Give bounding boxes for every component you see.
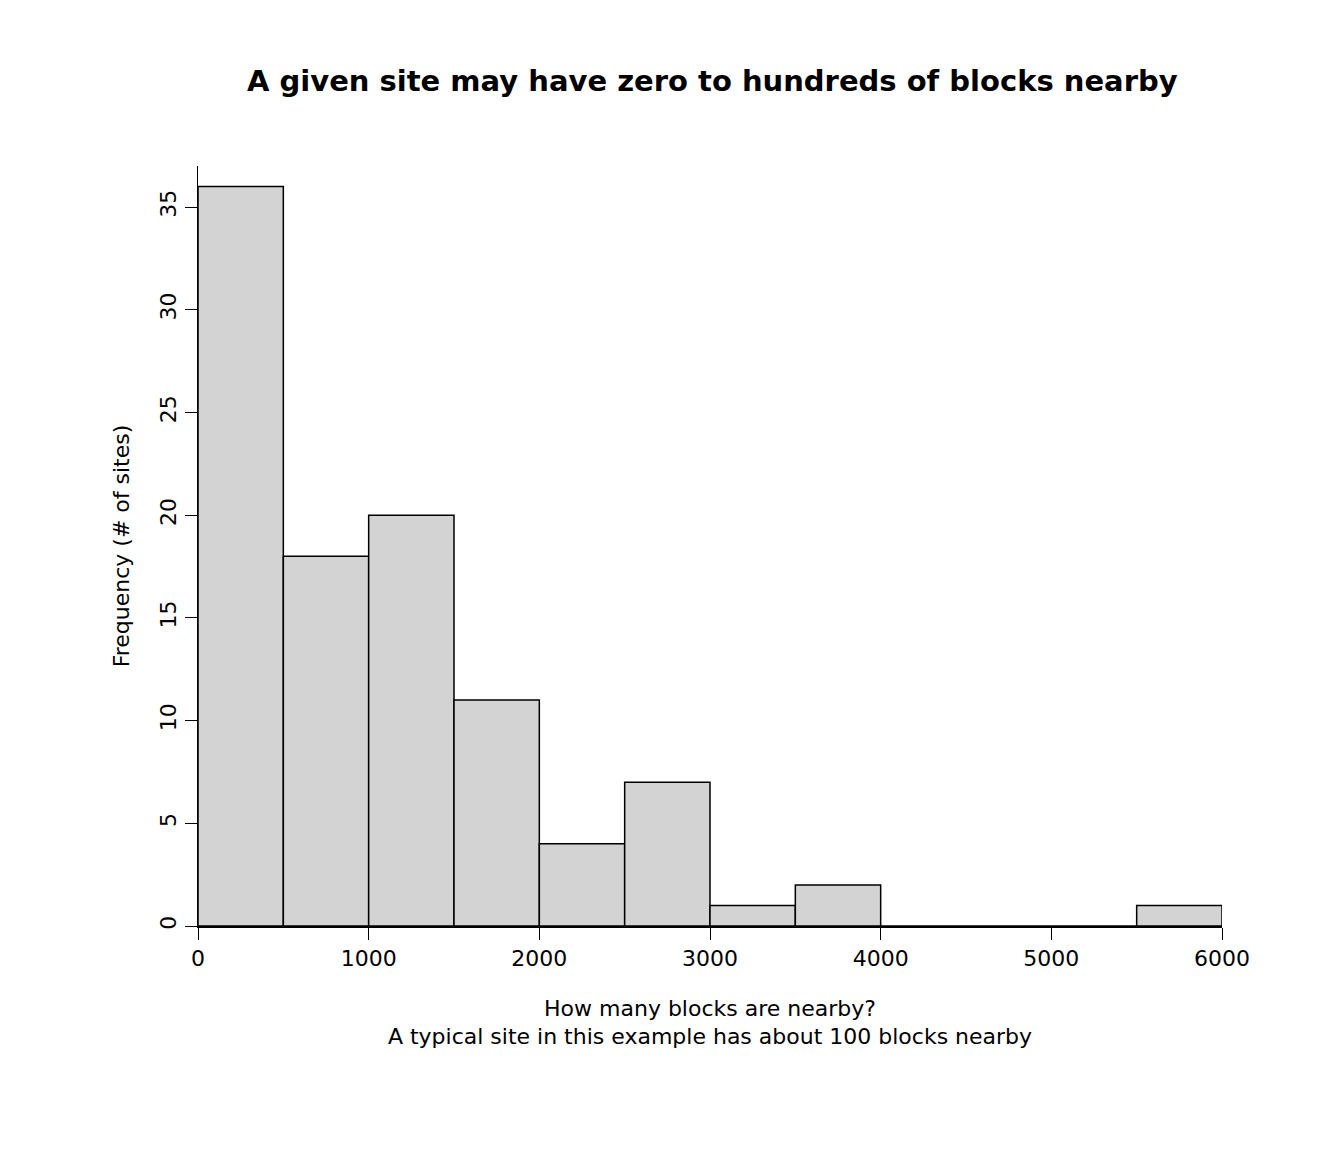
svg-text:0: 0 [191, 946, 205, 971]
svg-text:4000: 4000 [853, 946, 909, 971]
svg-text:0: 0 [156, 916, 181, 930]
svg-text:20: 20 [156, 498, 181, 526]
svg-text:2000: 2000 [511, 946, 567, 971]
svg-text:10: 10 [156, 703, 181, 731]
svg-text:25: 25 [156, 395, 181, 423]
svg-text:6000: 6000 [1194, 946, 1250, 971]
svg-text:5: 5 [156, 813, 181, 827]
svg-text:15: 15 [156, 601, 181, 629]
svg-text:5000: 5000 [1023, 946, 1079, 971]
svg-text:30: 30 [156, 292, 181, 320]
svg-text:Frequency (# of sites): Frequency (# of sites) [109, 425, 134, 668]
svg-text:3000: 3000 [682, 946, 738, 971]
svg-text:How many blocks are nearby?A t: How many blocks are nearby?A typical sit… [388, 996, 1032, 1050]
svg-text:A given site may have zero to: A given site may have zero to hundreds o… [247, 64, 1178, 98]
svg-text:35: 35 [156, 190, 181, 218]
svg-text:1000: 1000 [341, 946, 397, 971]
